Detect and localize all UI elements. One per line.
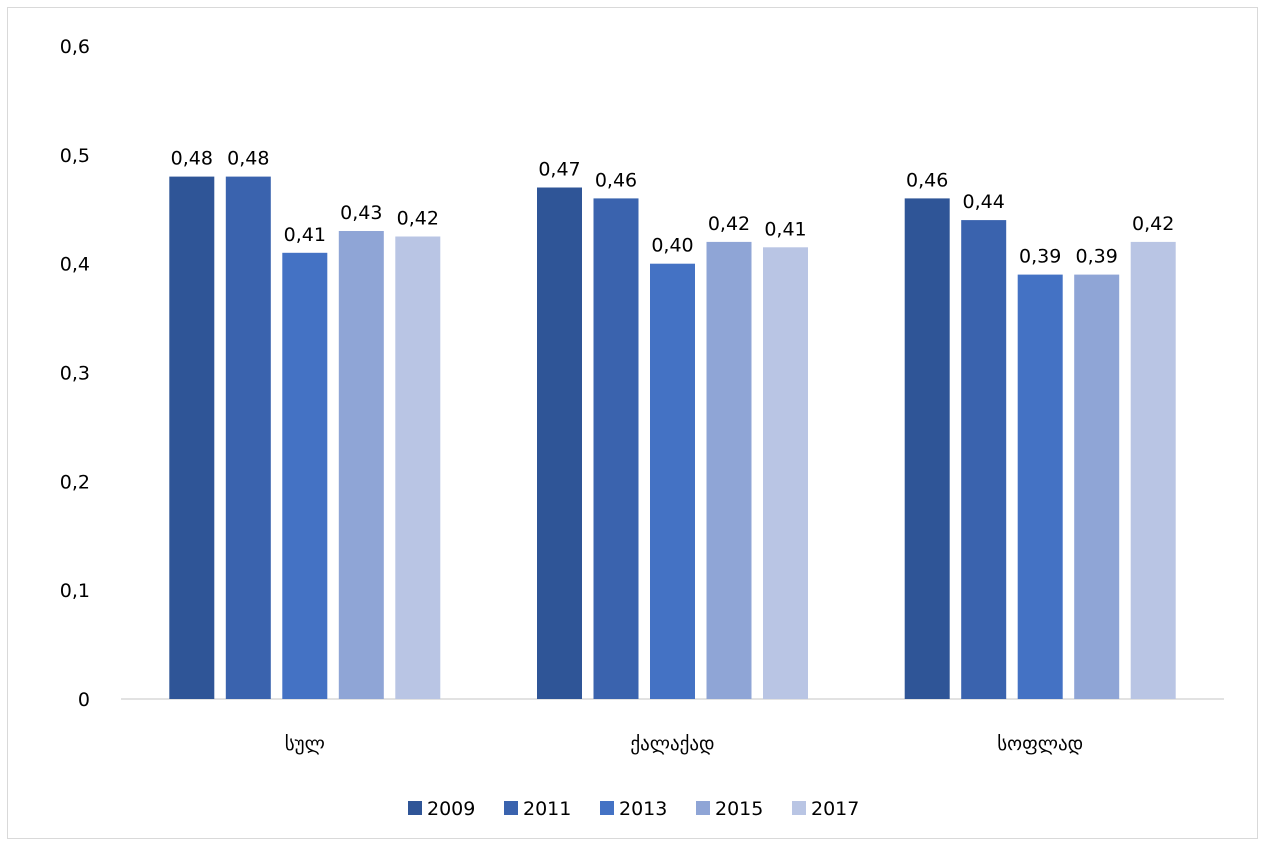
data-label: 0,42 [1132, 213, 1174, 235]
category-label: სულ [285, 733, 325, 755]
legend-label: 2011 [523, 798, 571, 820]
data-label: 0,46 [906, 169, 948, 191]
data-label: 0,42 [397, 208, 439, 230]
bar [650, 263, 695, 699]
data-label: 0,42 [708, 213, 750, 235]
data-label: 0,44 [963, 191, 1005, 213]
y-axis-ticks: 0 0,1 0,2 0,3 0,4 0,5 0,6 [60, 36, 90, 711]
legend-label: 2009 [427, 798, 475, 820]
legend-swatch [600, 801, 614, 815]
legend-swatch [408, 801, 422, 815]
legend-label: 2015 [715, 798, 763, 820]
legend-label: 2013 [619, 798, 667, 820]
bar [904, 198, 950, 699]
bar [1130, 241, 1176, 699]
bars [169, 176, 1176, 700]
data-label: 0,47 [538, 159, 580, 181]
data-label: 0,43 [340, 202, 382, 224]
legend: 2009 2011 2013 2015 2017 [408, 798, 859, 820]
data-label: 0,39 [1019, 246, 1061, 268]
bar [763, 247, 808, 700]
category-labels: სულ ქალაქად სოფლად [285, 733, 1083, 755]
data-label: 0,41 [764, 218, 806, 240]
data-label: 0,39 [1076, 246, 1118, 268]
chart-frame: 0 0,1 0,2 0,3 0,4 0,5 0,6 0,48 0,48 0,41 0,43 0,42… [7, 7, 1258, 839]
y-tick-label: 0,1 [60, 580, 90, 602]
bar-chart: 0 0,1 0,2 0,3 0,4 0,5 0,6 0,48 0,48 0,41 0,43 0,42… [60, 36, 1224, 820]
y-tick-label: 0,3 [60, 363, 90, 385]
legend-swatch [696, 801, 710, 815]
data-label: 0,40 [651, 235, 693, 257]
legend-swatch [792, 801, 806, 815]
bar [706, 241, 752, 699]
y-tick-label: 0,6 [60, 36, 90, 58]
category-label: ქალაქად [630, 733, 714, 755]
y-tick-label: 0 [78, 689, 90, 711]
bar [395, 236, 441, 699]
data-label: 0,48 [171, 148, 213, 170]
y-tick-label: 0,5 [60, 145, 90, 167]
bar [961, 220, 1007, 699]
bar [537, 187, 582, 699]
bar [225, 176, 271, 700]
data-label: 0,48 [227, 148, 269, 170]
bar [1017, 274, 1063, 699]
data-label: 0,46 [595, 169, 637, 191]
bar [593, 198, 639, 699]
y-tick-label: 0,2 [60, 471, 90, 493]
bar [169, 176, 215, 700]
bar [282, 252, 328, 700]
y-tick-label: 0,4 [60, 254, 90, 276]
legend-label: 2017 [811, 798, 859, 820]
bar [1074, 274, 1120, 699]
bar [338, 231, 384, 699]
category-label: სოფლად [997, 733, 1083, 755]
data-labels: 0,48 0,48 0,41 0,43 0,42 0,47 0,46 0,40 0,42 0,41… [171, 148, 1175, 268]
legend-swatch [504, 801, 518, 815]
data-label: 0,41 [284, 224, 326, 246]
